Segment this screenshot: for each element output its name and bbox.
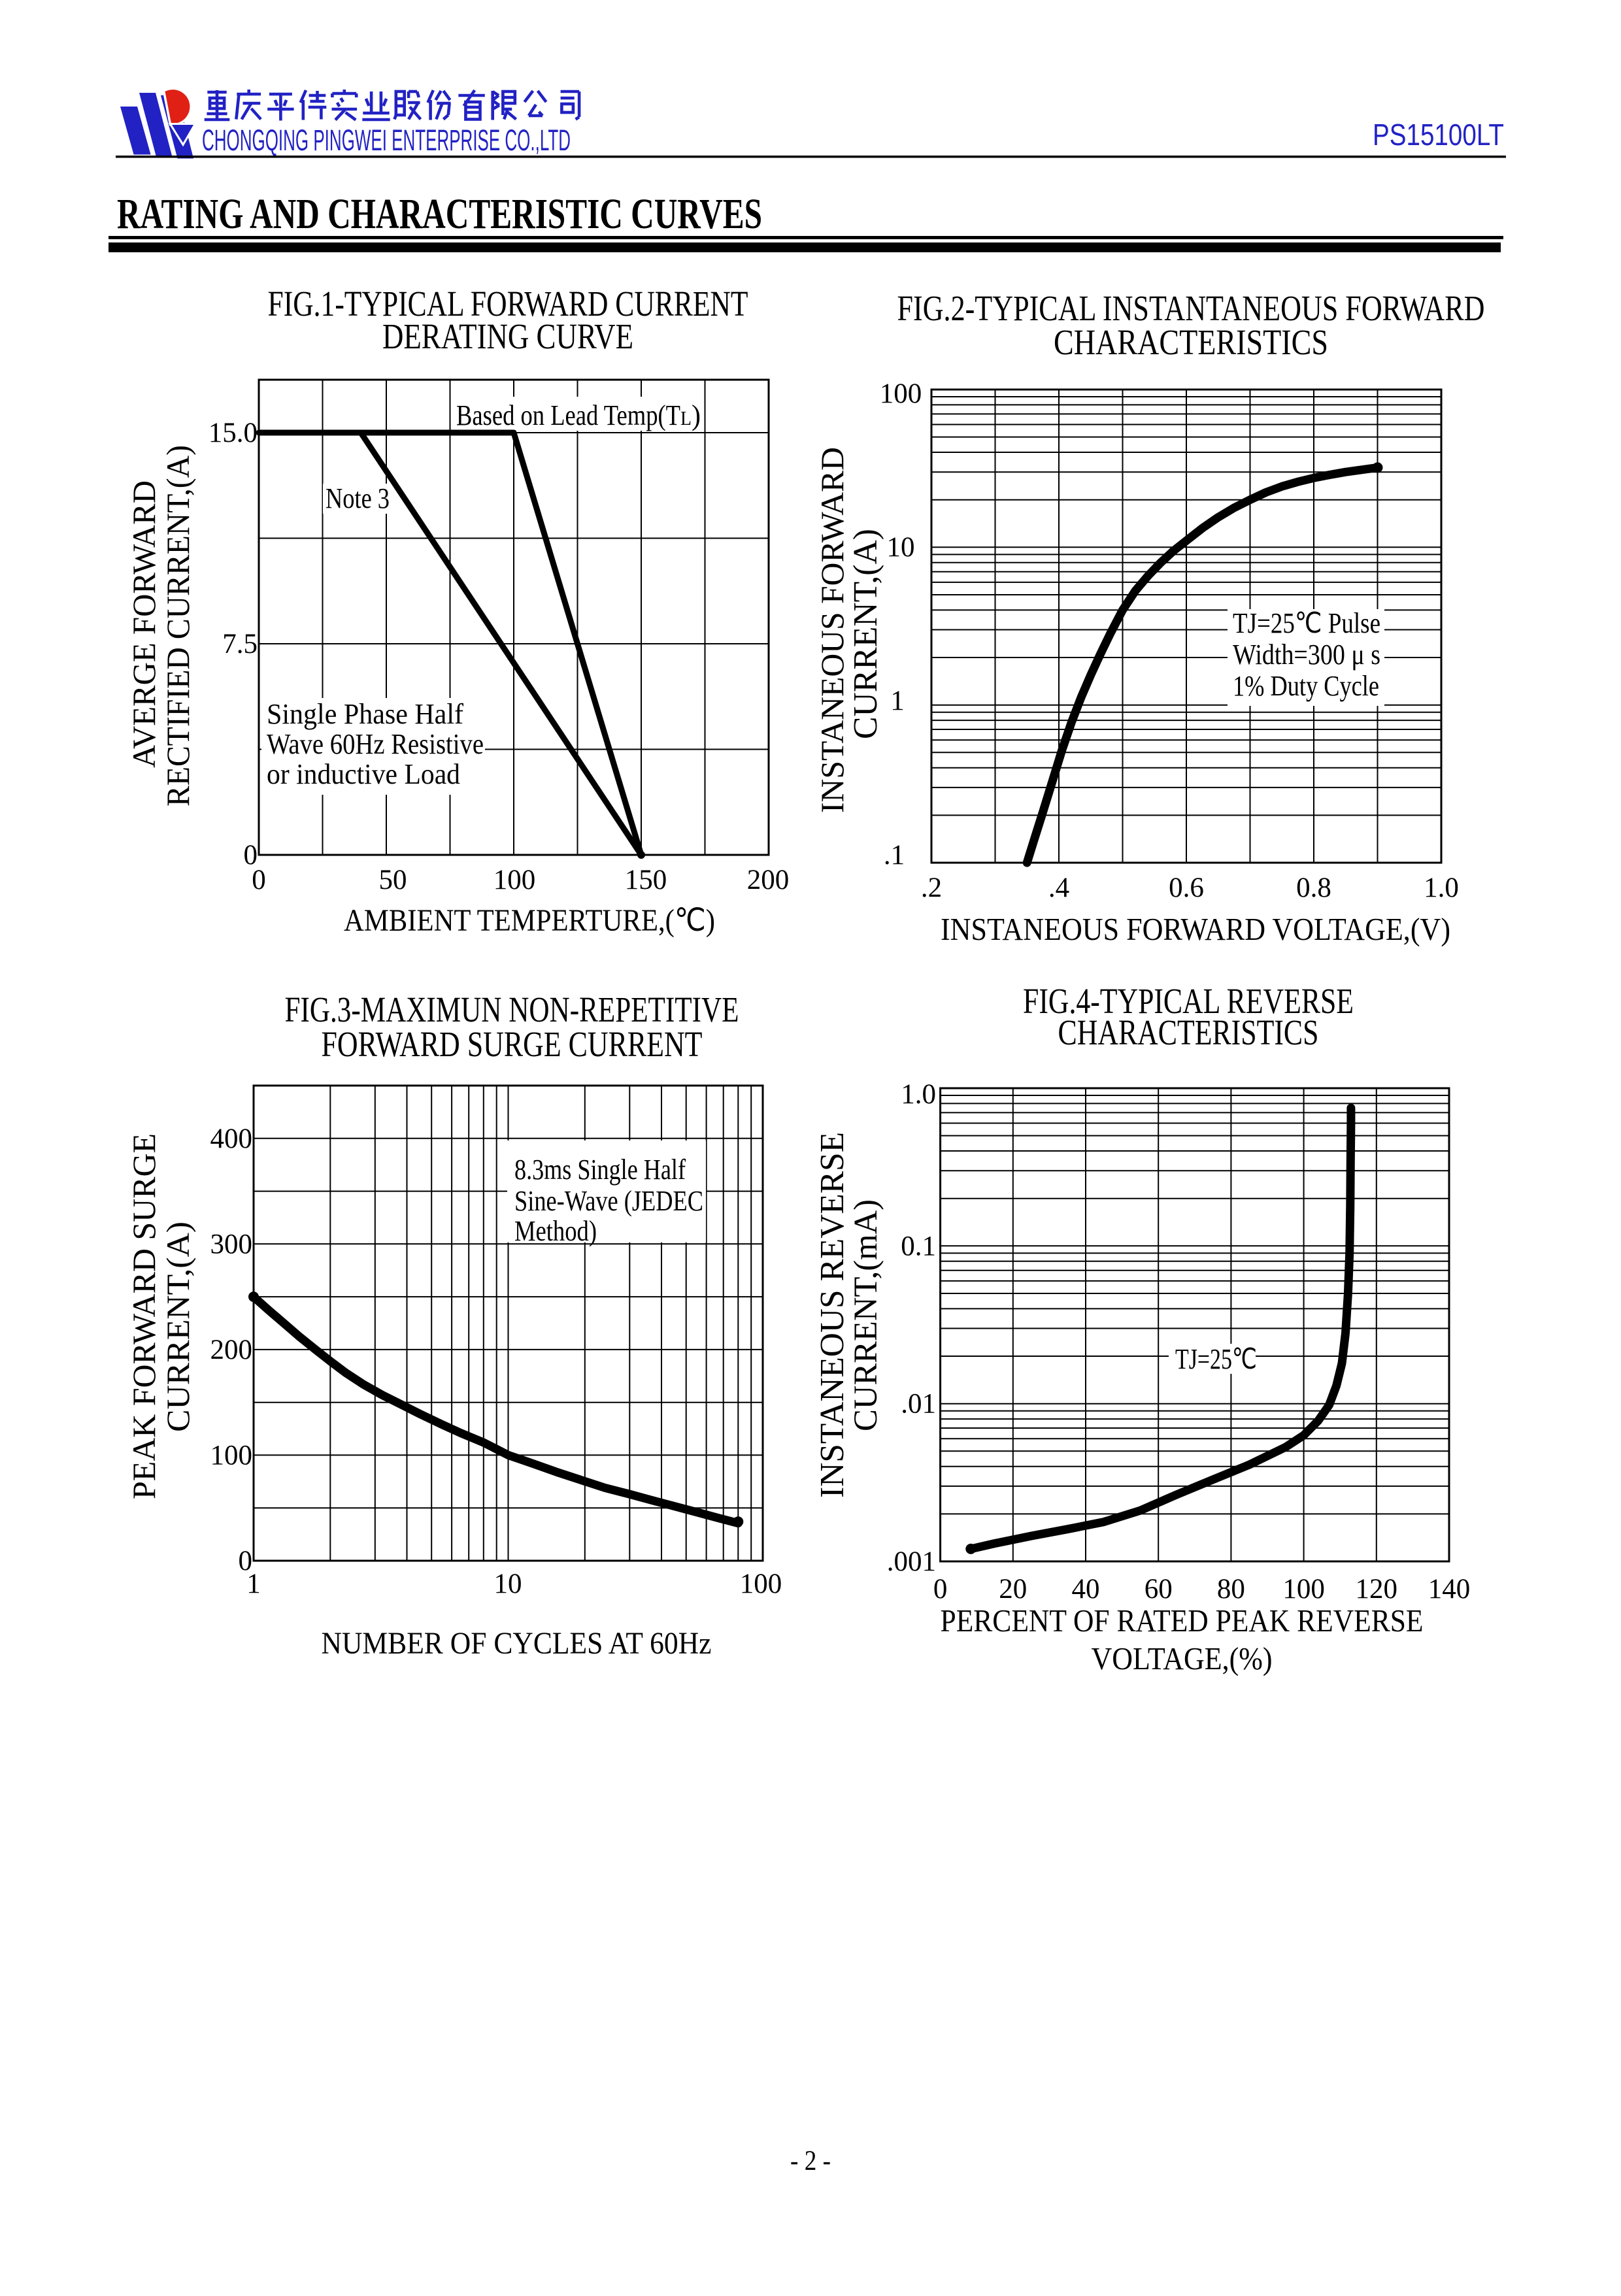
svg-text:Sine-Wave (JEDEC: Sine-Wave (JEDEC: [514, 1185, 703, 1217]
svg-text:DERATING CURVE: DERATING CURVE: [382, 316, 633, 356]
svg-text:0: 0: [933, 1574, 948, 1605]
svg-text:80: 80: [1217, 1574, 1245, 1605]
svg-text:300: 300: [210, 1229, 253, 1259]
svg-text:NUMBER OF CYCLES AT 60Hz: NUMBER OF CYCLES AT 60Hz: [322, 1626, 712, 1661]
svg-text:CURRENT,(A): CURRENT,(A): [847, 529, 884, 739]
svg-text:.2: .2: [921, 873, 942, 903]
svg-text:PERCENT OF RATED PEAK REVERSE: PERCENT OF RATED PEAK REVERSE: [941, 1603, 1424, 1639]
svg-text:100: 100: [880, 378, 922, 409]
svg-text:CURRENT,(mA): CURRENT,(mA): [848, 1199, 884, 1431]
svg-text:60: 60: [1145, 1574, 1173, 1605]
svg-text:100: 100: [740, 1569, 782, 1599]
svg-text:CHARACTERISTICS: CHARACTERISTICS: [1054, 322, 1328, 362]
svg-text:Width=300 μ s: Width=300 μ s: [1233, 639, 1380, 671]
svg-text:150: 150: [625, 865, 667, 895]
svg-text:Wave 60Hz Resistive: Wave 60Hz Resistive: [267, 728, 484, 760]
svg-text:10: 10: [494, 1569, 522, 1599]
svg-text:.1: .1: [884, 840, 905, 871]
svg-text:PEAK FORWARD SURGE: PEAK FORWARD SURGE: [125, 1133, 162, 1499]
svg-text:.001: .001: [887, 1546, 936, 1577]
svg-text:100: 100: [1282, 1574, 1325, 1605]
svg-text:0.8: 0.8: [1296, 873, 1331, 903]
svg-text:0: 0: [252, 865, 266, 895]
svg-text:50: 50: [379, 865, 407, 895]
svg-text:FIG.4-TYPICAL REVERSE: FIG.4-TYPICAL REVERSE: [1023, 981, 1354, 1021]
svg-text:15.0: 15.0: [209, 418, 258, 448]
svg-text:Method): Method): [514, 1215, 597, 1247]
svg-text:100: 100: [493, 865, 536, 895]
svg-text:FIG.3-MAXIMUN NON-REPETITIVE: FIG.3-MAXIMUN NON-REPETITIVE: [285, 990, 739, 1029]
svg-text:1.0: 1.0: [1424, 873, 1459, 903]
svg-text:INSTANEOUS FORWARD VOLTAGE,(V): INSTANEOUS FORWARD VOLTAGE,(V): [941, 911, 1450, 947]
svg-text:100: 100: [210, 1440, 253, 1471]
svg-text:Note 3: Note 3: [326, 482, 390, 514]
svg-text:7.5: 7.5: [222, 629, 258, 659]
svg-text:FORWARD SURGE CURRENT: FORWARD SURGE CURRENT: [322, 1024, 703, 1064]
svg-text:CHONGQING PINGWEI ENTERPRISE C: CHONGQING PINGWEI ENTERPRISE CO.,LTD: [202, 124, 571, 157]
svg-text:- 2 -: - 2 -: [790, 2146, 831, 2176]
svg-text:8.3ms Single Half: 8.3ms Single Half: [514, 1154, 686, 1186]
svg-text:Single Phase Half: Single Phase Half: [267, 698, 463, 730]
svg-text:40: 40: [1072, 1574, 1100, 1605]
svg-text:FIG.1-TYPICAL FORWARD CURRENT: FIG.1-TYPICAL FORWARD CURRENT: [268, 284, 748, 324]
svg-text:.01: .01: [901, 1389, 936, 1420]
svg-text:TJ=25℃ Pulse: TJ=25℃ Pulse: [1233, 607, 1380, 639]
svg-text:INSTANEOUS FORWARD: INSTANEOUS FORWARD: [814, 447, 850, 813]
svg-text:CURRENT,(A): CURRENT,(A): [159, 1222, 196, 1432]
svg-text:AMBIENT TEMPERTURE,(℃): AMBIENT TEMPERTURE,(℃): [344, 903, 715, 938]
svg-text:0.6: 0.6: [1169, 873, 1204, 903]
svg-text:0: 0: [239, 1546, 253, 1576]
svg-text:FIG.2-TYPICAL INSTANTANEOUS FO: FIG.2-TYPICAL INSTANTANEOUS FORWARD: [897, 288, 1485, 328]
svg-text:L: L: [680, 407, 692, 429]
svg-text:400: 400: [210, 1123, 253, 1154]
svg-text:RATING AND CHARACTERISTIC CURV: RATING AND CHARACTERISTIC CURVES: [117, 190, 762, 238]
svg-text:140: 140: [1428, 1574, 1471, 1605]
svg-text:INSTANEOUS REVERSE: INSTANEOUS REVERSE: [814, 1132, 851, 1498]
svg-text:1: 1: [246, 1569, 261, 1599]
svg-text:PS15100LT: PS15100LT: [1373, 118, 1504, 152]
svg-text:200: 200: [747, 865, 790, 895]
svg-text:1.0: 1.0: [901, 1079, 936, 1110]
svg-text:1: 1: [890, 686, 905, 716]
svg-text:): ): [692, 399, 701, 431]
svg-text:200: 200: [210, 1335, 253, 1365]
svg-text:or inductive Load: or inductive Load: [267, 758, 460, 790]
svg-text:0.1: 0.1: [901, 1231, 936, 1261]
svg-text:.4: .4: [1048, 873, 1069, 903]
svg-text:0: 0: [244, 840, 258, 871]
svg-text:20: 20: [999, 1574, 1027, 1605]
svg-text:AVERGE FORWARD: AVERGE FORWARD: [125, 480, 162, 768]
svg-text:TJ=25℃: TJ=25℃: [1175, 1343, 1257, 1375]
svg-text:Based on Lead Temp(T: Based on Lead Temp(T: [456, 399, 680, 431]
svg-text:120: 120: [1356, 1574, 1398, 1605]
svg-text:10: 10: [887, 532, 915, 563]
svg-text:CHARACTERISTICS: CHARACTERISTICS: [1058, 1012, 1319, 1052]
svg-text:VOLTAGE,(%): VOLTAGE,(%): [1092, 1640, 1273, 1676]
svg-text:1% Duty Cycle: 1% Duty Cycle: [1233, 670, 1379, 702]
svg-text:RECTIFIED CURRENT,(A): RECTIFIED CURRENT,(A): [159, 445, 196, 807]
